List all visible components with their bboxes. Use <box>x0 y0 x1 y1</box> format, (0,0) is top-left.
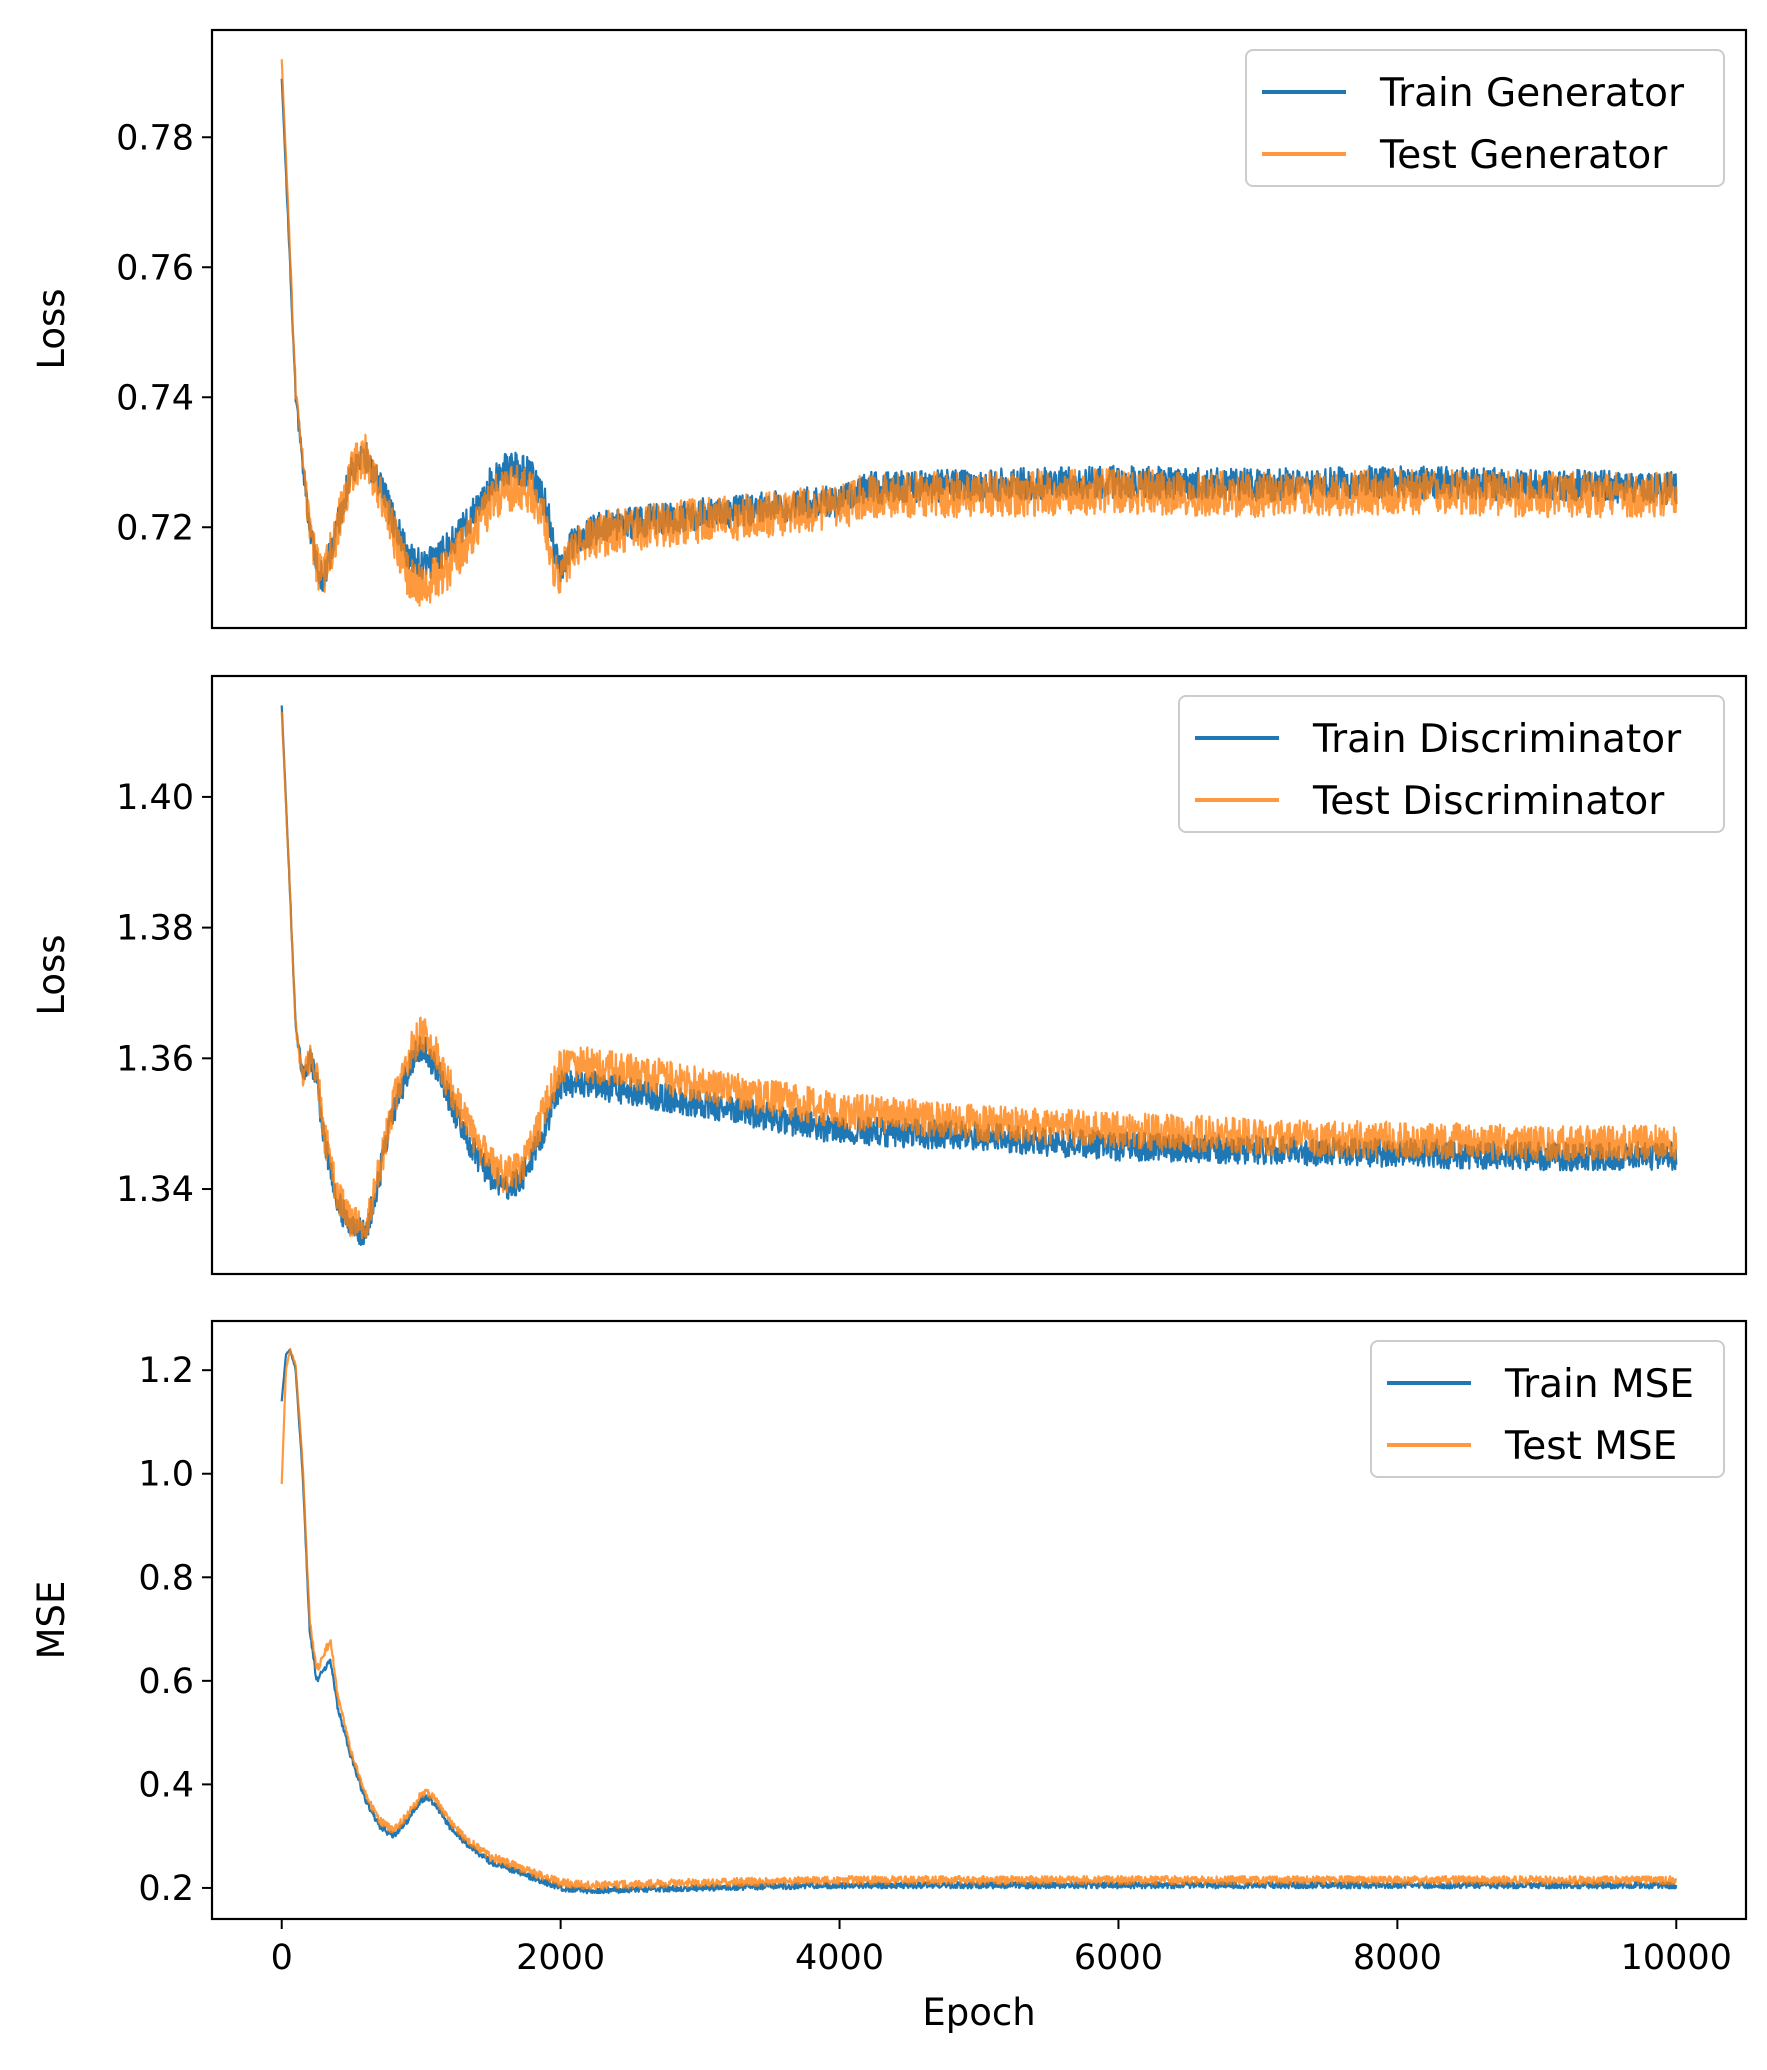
y-tick-label: 1.2 <box>138 1351 194 1391</box>
y-tick-label: 0.74 <box>116 378 194 418</box>
series-line-test <box>280 711 1678 1240</box>
y-tick-label: 0.72 <box>116 508 194 548</box>
legend: Train Discriminator Test Discriminator <box>1178 695 1725 833</box>
y-tick-label: 0.8 <box>138 1558 194 1598</box>
y-tick-label: 1.0 <box>138 1455 194 1495</box>
legend-entry-label: Test MSE <box>1504 1424 1677 1469</box>
legend: Train Generator Test Generator <box>1245 49 1725 187</box>
y-tick-label: 0.4 <box>138 1765 194 1805</box>
legend-entry-label: Train MSE <box>1504 1362 1694 1407</box>
x-tick-label: 6000 <box>1074 1938 1163 1978</box>
y-tick-label: 0.76 <box>116 248 194 288</box>
x-tick-label: 4000 <box>795 1938 884 1978</box>
legend-entry-label: Test Discriminator <box>1312 779 1665 824</box>
x-tick-label: 10000 <box>1621 1938 1732 1978</box>
y-axis-label: MSE <box>30 1581 73 1660</box>
legend: Train MSE Test MSE <box>1370 1340 1725 1478</box>
axes-frame <box>210 1319 1748 1921</box>
axes-frame <box>210 674 1748 1276</box>
y-tick-label: 1.40 <box>116 778 194 818</box>
panel-generator: 0.72 0.74 0.76 0.78 Loss Train Generator Test … <box>30 28 1748 630</box>
legend-entry-label: Test Generator <box>1379 133 1668 178</box>
y-axis-label: Loss <box>30 288 73 369</box>
y-axis-label: Loss <box>30 934 73 1015</box>
x-tick-label: 2000 <box>516 1938 605 1978</box>
x-tick-label: 0 <box>271 1938 293 1978</box>
series-line-test <box>280 59 1678 607</box>
series-line-test <box>280 1347 1678 1891</box>
legend-entry-label: Train Generator <box>1379 71 1685 116</box>
panel-mse: 0.2 0.4 0.6 0.8 1.0 1.2 0 2000 4000 6000 8000 10000… <box>30 1319 1748 2034</box>
series-line-train <box>280 1349 1678 1895</box>
y-tick-label: 1.36 <box>116 1039 194 1079</box>
x-tick-label: 8000 <box>1353 1938 1442 1978</box>
y-tick-label: 0.2 <box>138 1869 194 1909</box>
x-axis-label: Epoch <box>922 1991 1035 2034</box>
legend-entry-label: Train Discriminator <box>1312 717 1682 762</box>
axes-frame <box>210 28 1748 630</box>
y-tick-label: 0.6 <box>138 1662 194 1702</box>
y-tick-label: 1.38 <box>116 909 194 949</box>
y-tick-label: 0.78 <box>116 118 194 158</box>
y-tick-label: 1.34 <box>116 1170 194 1210</box>
